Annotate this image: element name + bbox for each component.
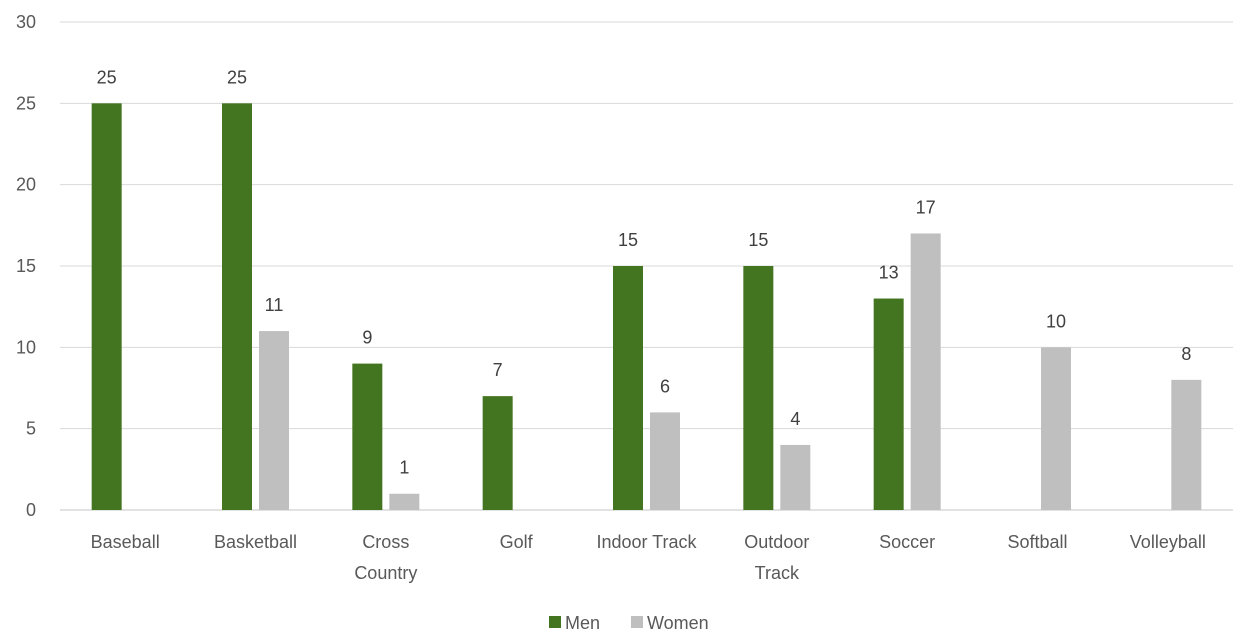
bar-men — [743, 266, 774, 510]
data-label-men: 9 — [362, 328, 372, 348]
y-tick-label: 25 — [16, 93, 36, 113]
x-category-label: Softball — [1007, 532, 1067, 552]
y-tick-label: 15 — [16, 256, 36, 276]
bar-men — [613, 266, 643, 510]
x-category-label: Soccer — [879, 532, 935, 552]
data-label-men: 25 — [97, 67, 117, 87]
x-category-label: Outdoor — [744, 532, 809, 552]
legend-label-men: Men — [565, 613, 600, 632]
bar-women — [1171, 379, 1202, 510]
bar-women — [650, 412, 680, 510]
data-label-women: 1 — [399, 458, 409, 478]
legend-swatch-men — [549, 616, 561, 628]
data-label-men: 25 — [227, 67, 247, 87]
data-label-men: 7 — [493, 360, 503, 380]
data-label-women: 6 — [660, 376, 670, 396]
x-category-label: Golf — [500, 532, 534, 552]
y-tick-label: 10 — [16, 337, 36, 357]
bar-men — [873, 298, 904, 510]
y-tick-label: 20 — [16, 175, 36, 195]
data-label-women: 4 — [790, 409, 800, 429]
data-label-men: 15 — [618, 230, 638, 250]
bar-women — [259, 331, 289, 510]
bar-women — [389, 493, 420, 510]
x-axis-categories: Baseball Basketball Cross Country Golf Indoor… — [91, 532, 1206, 583]
data-label-men: 15 — [748, 230, 768, 250]
y-tick-label: 30 — [16, 12, 36, 32]
bar-men — [222, 103, 252, 510]
bar-men — [352, 363, 383, 510]
bar-men — [482, 396, 513, 510]
x-category-label: Track — [755, 563, 800, 583]
x-category-label: Basketball — [214, 532, 297, 552]
x-category-label: Volleyball — [1130, 532, 1206, 552]
y-axis-ticks: 0 5 10 15 20 25 30 — [16, 12, 36, 520]
bar-women — [780, 444, 811, 510]
data-label-women: 11 — [265, 295, 284, 315]
legend: Men Women — [549, 613, 709, 632]
bar-men — [91, 103, 122, 510]
bar-women — [1041, 347, 1071, 510]
x-category-label: Baseball — [91, 532, 160, 552]
x-category-label: Indoor Track — [596, 532, 697, 552]
data-label-women: 8 — [1181, 344, 1191, 364]
x-category-label: Cross — [362, 532, 409, 552]
y-tick-label: 5 — [26, 419, 36, 439]
data-label-women: 10 — [1046, 311, 1066, 331]
bars — [91, 103, 1202, 510]
y-tick-label: 0 — [26, 500, 36, 520]
data-label-women: 17 — [916, 197, 936, 217]
bar-women — [910, 233, 941, 510]
x-category-label: Country — [354, 563, 417, 583]
gridlines — [60, 21, 1233, 511]
legend-swatch-women — [631, 616, 643, 628]
data-label-men: 13 — [879, 263, 899, 283]
legend-label-women: Women — [647, 613, 709, 632]
